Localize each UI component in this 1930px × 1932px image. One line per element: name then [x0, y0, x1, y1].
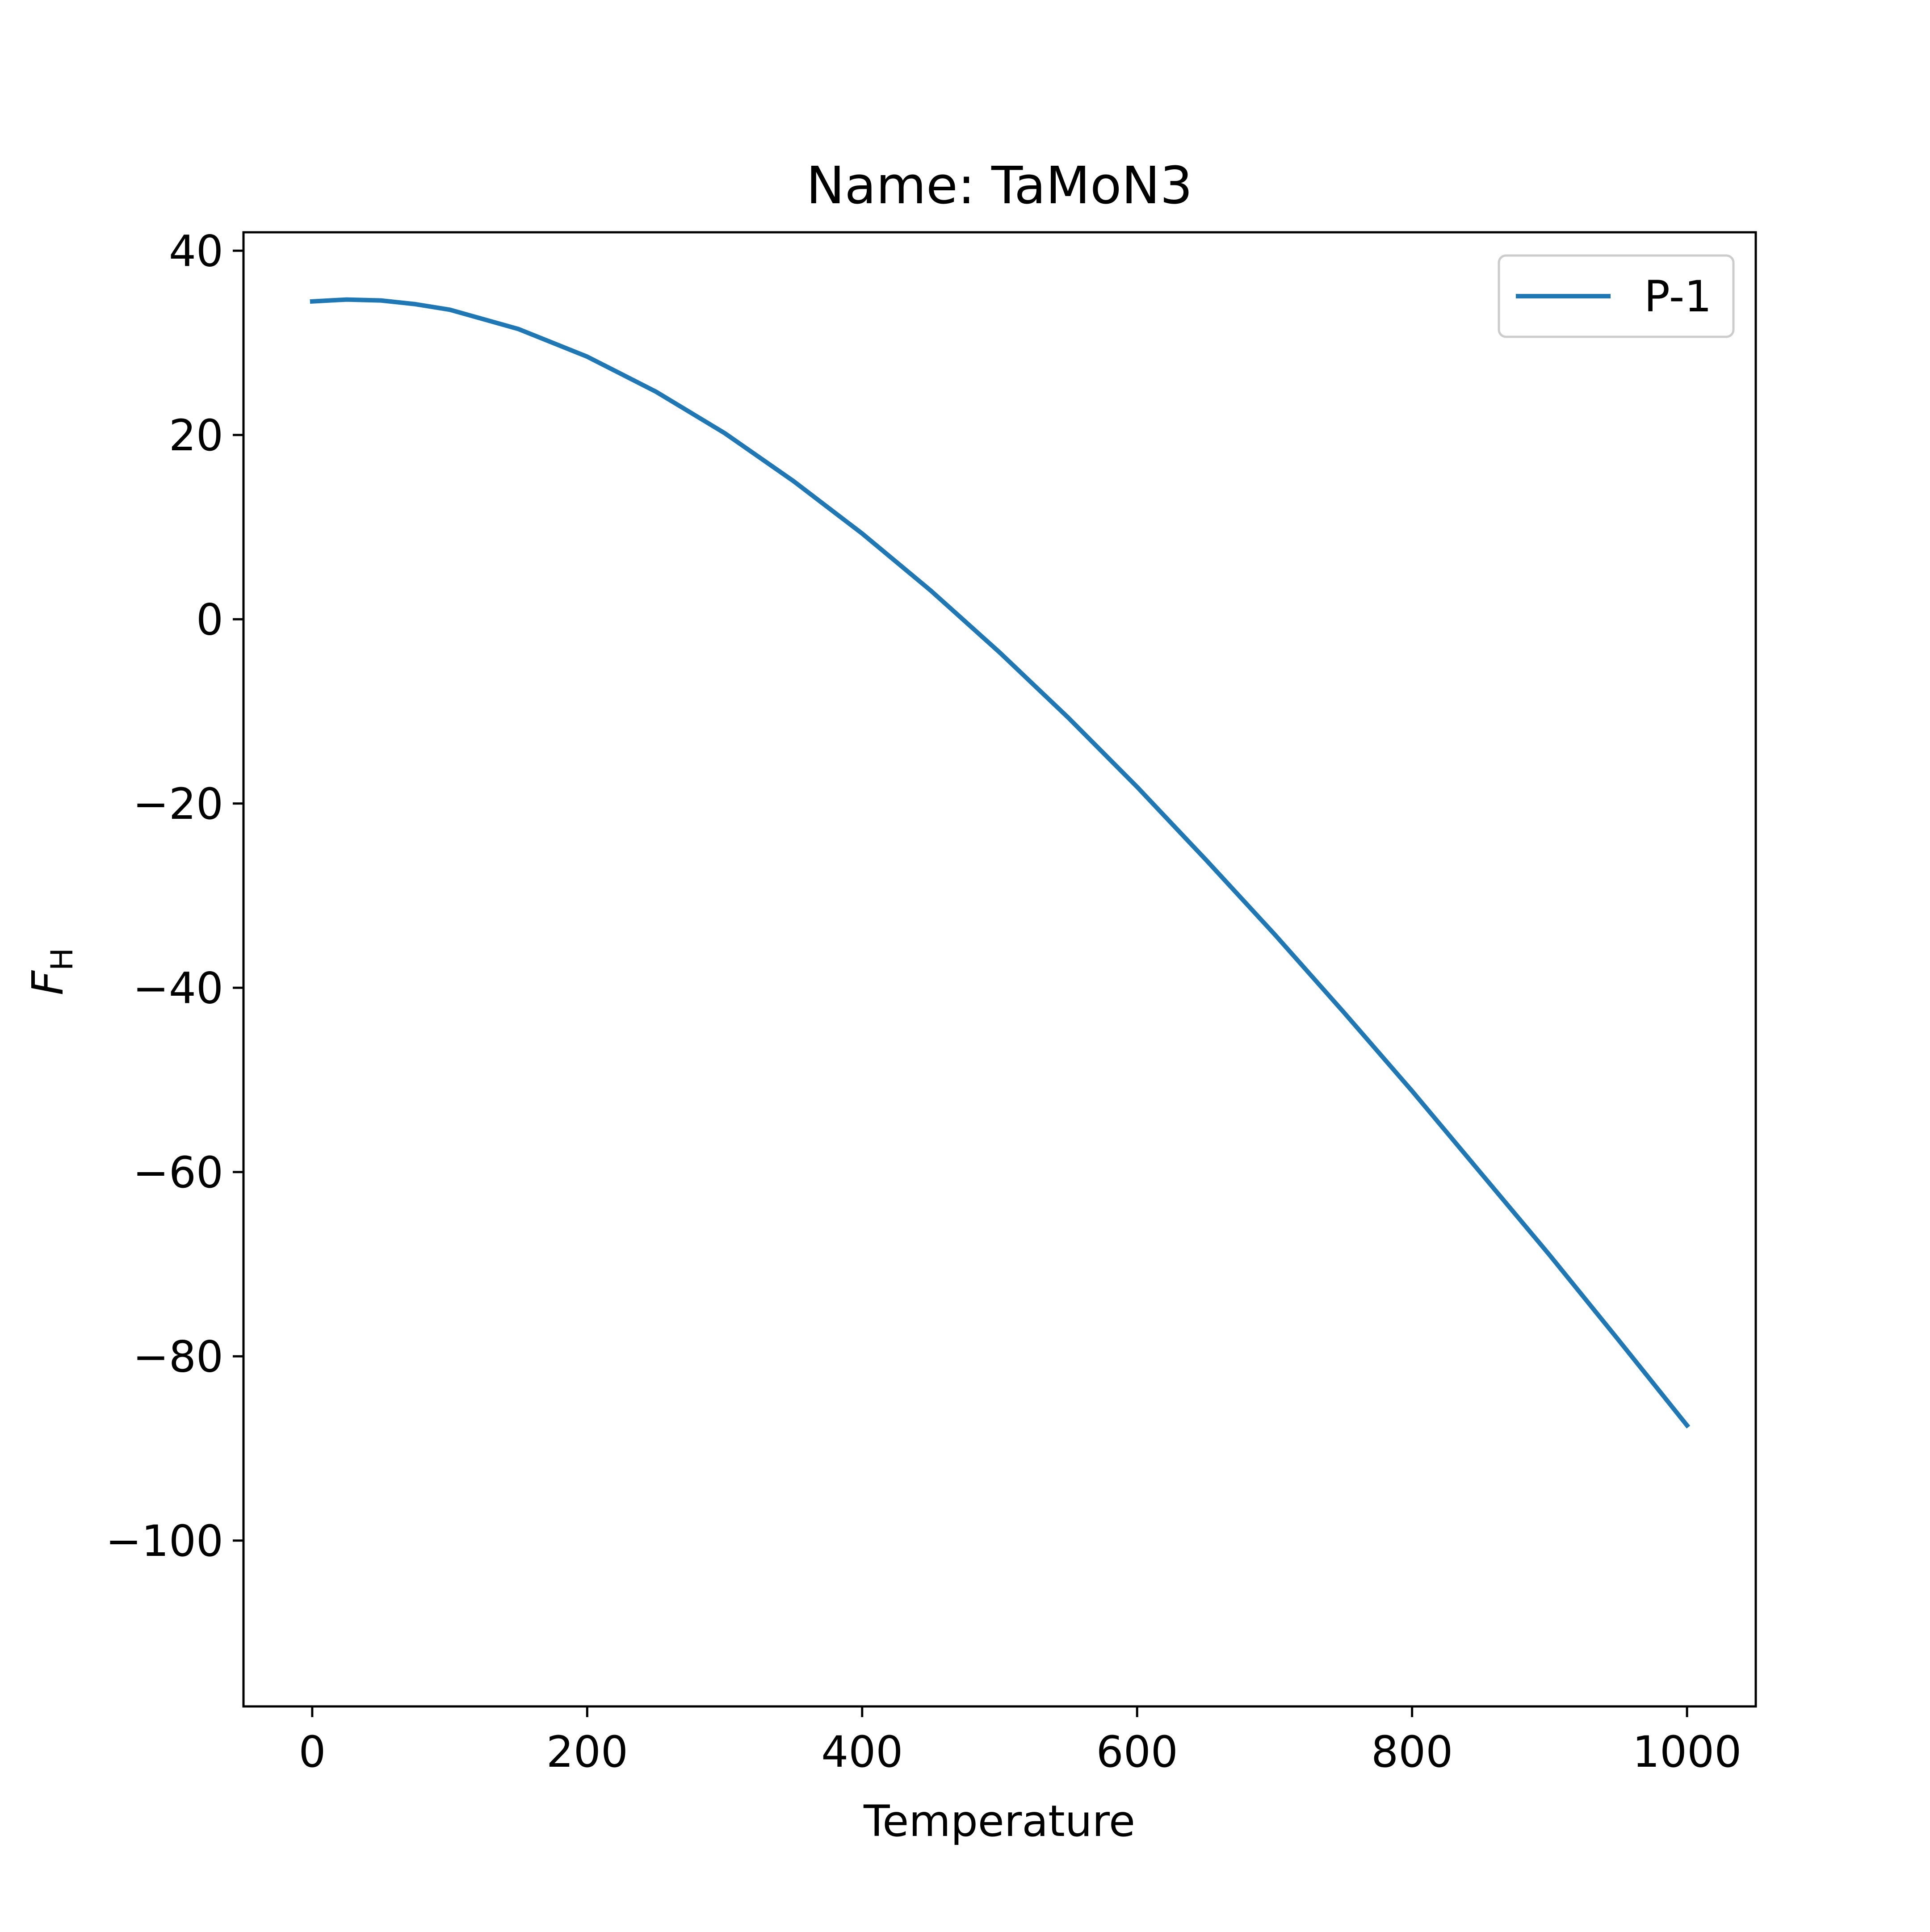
series-line-0 [310, 297, 1691, 1429]
y-tick-label: −40 [133, 963, 223, 1013]
y-tick-label: −100 [105, 1516, 223, 1566]
y-tick-label: −20 [133, 779, 223, 829]
x-tick-label: 400 [821, 1727, 903, 1777]
x-axis-label: Temperature [863, 1796, 1135, 1846]
x-tick-label: 800 [1371, 1727, 1453, 1777]
chart-title: Name: TaMoN3 [806, 156, 1192, 216]
y-tick-label: 40 [169, 226, 223, 276]
x-tick-label: 1000 [1632, 1727, 1741, 1777]
y-axis-label-subscript: H [45, 948, 80, 971]
x-tick-label: 200 [546, 1727, 628, 1777]
y-axis-label: FH [23, 948, 80, 995]
x-tick-label: 0 [298, 1727, 326, 1777]
x-tick-label: 600 [1096, 1727, 1178, 1777]
y-tick-label: −60 [133, 1148, 223, 1198]
y-tick-label: 20 [169, 411, 223, 461]
legend-label: P-1 [1644, 272, 1712, 322]
y-tick-label: −80 [133, 1332, 223, 1382]
y-tick-label: 0 [196, 595, 223, 645]
plot-frame [242, 231, 1757, 1708]
y-axis-label-main: F [23, 970, 73, 995]
legend-box [1498, 254, 1735, 338]
